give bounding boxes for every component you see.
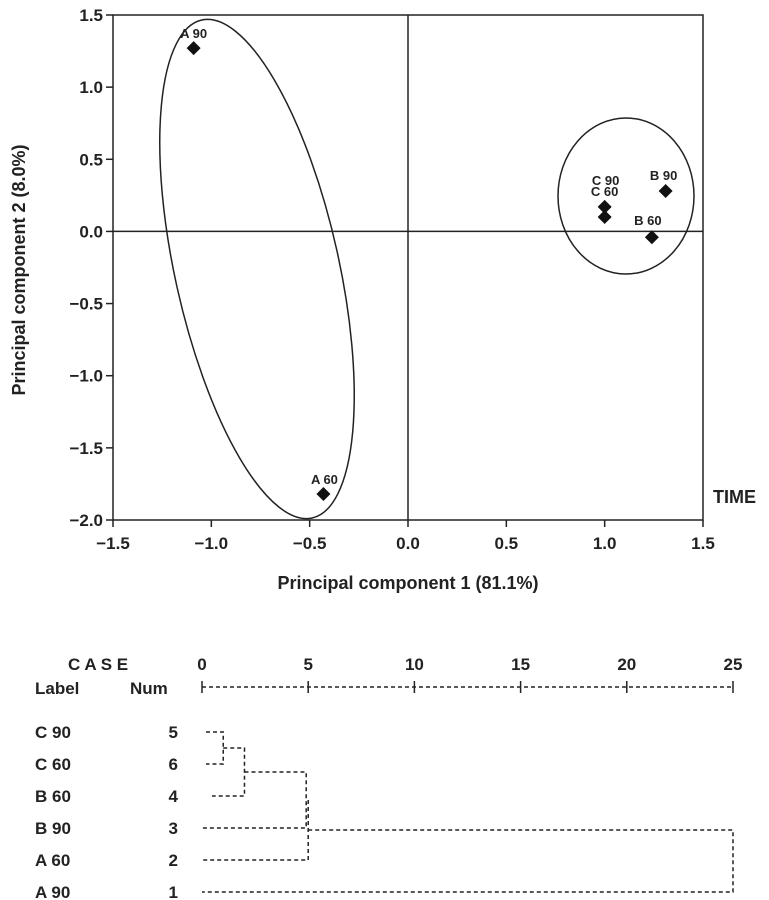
scale-label: 25: [724, 655, 743, 674]
point-label: C 60: [591, 184, 618, 199]
dendrogram-link: [206, 731, 224, 765]
data-points: A 90 A 60 C 90C 60 B 90 B 60: [180, 26, 677, 502]
data-point: [658, 184, 673, 199]
y-tick-label: −1.5: [69, 439, 103, 458]
data-point: [186, 41, 201, 56]
leaf-num: 5: [169, 723, 178, 742]
point-label: B 60: [634, 213, 661, 228]
leaf-label: B 60: [35, 787, 71, 806]
leaf-label: A 90: [35, 883, 70, 900]
x-tick-label: 1.5: [691, 534, 715, 553]
y-tick-label: 1.0: [79, 78, 103, 97]
scale-label: 20: [617, 655, 636, 674]
leaf-num: 3: [169, 819, 178, 838]
leaf-label: C 90: [35, 723, 71, 742]
time-annotation: TIME: [713, 487, 756, 507]
data-point: [597, 199, 612, 214]
x-tick-label: −1.5: [96, 534, 130, 553]
header-case: C A S E: [68, 655, 128, 674]
y-tick-label: 0.0: [79, 222, 103, 241]
data-point: [597, 210, 612, 224]
dendrogram-leaves: C 90 5 C 60 6 B 60 4 B 90 3 A 60 2 A 90 1: [35, 723, 179, 900]
leaf-num: 4: [169, 787, 179, 806]
scale-label: 10: [405, 655, 424, 674]
header-num: Num: [130, 679, 168, 698]
leaf-num: 6: [169, 755, 178, 774]
data-point: [316, 487, 331, 502]
point-label: C 90: [592, 173, 619, 188]
y-axis-title: Principal component 2 (8.0%): [9, 144, 29, 395]
x-tick-label: −1.0: [195, 534, 229, 553]
x-axis-title: Principal component 1 (81.1%): [277, 573, 538, 593]
dendrogram: C A S E Label Num 0 5 10 15 20 25 C 90 5 C 60 6 B…: [35, 655, 742, 900]
y-tick-label: 1.5: [79, 6, 103, 25]
x-tick-label: 0.5: [495, 534, 519, 553]
dendrogram-link: [212, 747, 246, 797]
header-label: Label: [35, 679, 79, 698]
leaf-num: 1: [169, 883, 178, 900]
x-tick-label: 0.0: [396, 534, 420, 553]
y-tick-label: −0.5: [69, 295, 103, 314]
scale-label: 15: [511, 655, 530, 674]
dendrogram-link: [202, 829, 734, 893]
y-tick-label: −1.0: [69, 367, 103, 386]
leaf-label: A 60: [35, 851, 70, 870]
cluster-ellipse-a: [159, 18, 355, 520]
dendrogram-link: [202, 800, 309, 861]
x-axis-ticks: −1.5 −1.0 −0.5 0.0 0.5 1.0 1.5: [96, 520, 715, 553]
y-tick-label: −2.0: [69, 511, 103, 530]
dendrogram-link: [202, 771, 307, 829]
cluster-ellipse-bc: [557, 117, 695, 275]
leaf-label: C 60: [35, 755, 71, 774]
scale-label: 5: [303, 655, 312, 674]
scale-label: 0: [197, 655, 206, 674]
y-axis-ticks: 1.5 1.0 0.5 0.0 −0.5 −1.0 −1.5 −2.0: [69, 6, 113, 530]
y-tick-label: 0.5: [79, 150, 103, 169]
data-point: [644, 230, 659, 245]
point-label: A 90: [180, 26, 207, 41]
x-tick-label: −0.5: [293, 534, 327, 553]
point-label: A 60: [311, 472, 338, 487]
point-label: B 90: [650, 168, 677, 183]
pca-scatter-plot: −1.5 −1.0 −0.5 0.0 0.5 1.0 1.5 1.5 1.0 0.5 0.0 −0.…: [9, 6, 756, 593]
leaf-num: 2: [169, 851, 178, 870]
dendrogram-links: [202, 731, 734, 893]
distance-scale: 0 5 10 15 20 25: [197, 655, 742, 693]
leaf-label: B 90: [35, 819, 71, 838]
x-tick-label: 1.0: [593, 534, 617, 553]
